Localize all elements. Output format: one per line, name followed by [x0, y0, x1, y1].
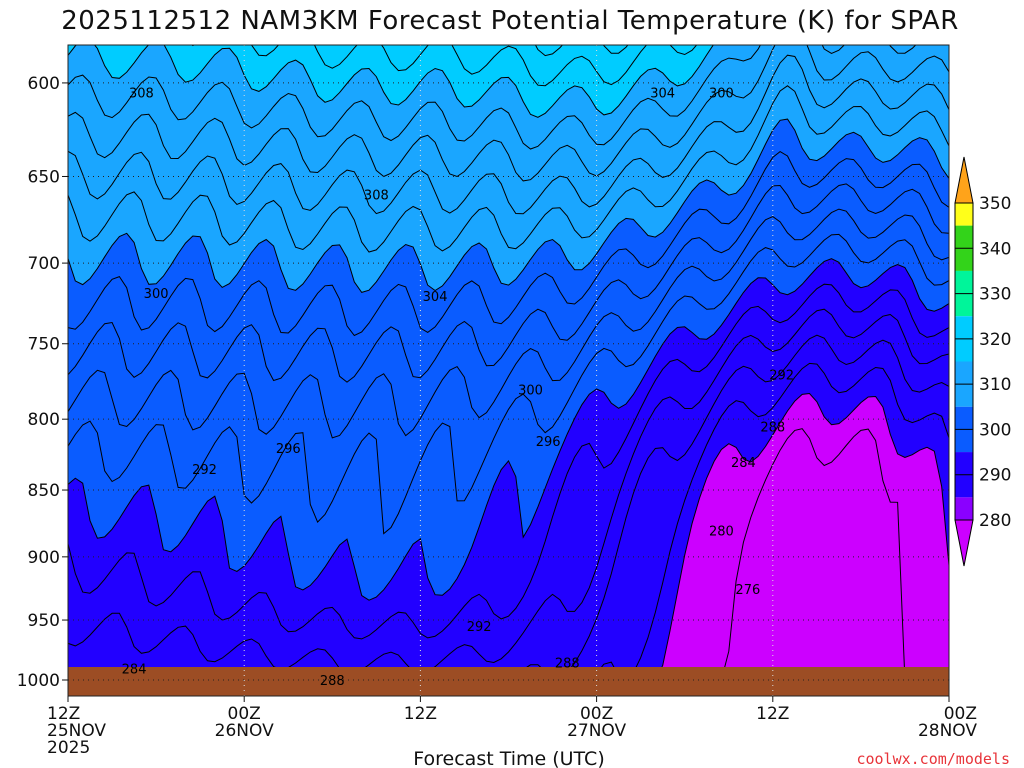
colorbar-label: 300 [979, 420, 1011, 440]
colorbar-label: 280 [979, 511, 1011, 531]
grid-lines [68, 45, 949, 696]
isotherm-304 [68, 54, 949, 215]
x-tick-label: 27NOV [567, 721, 626, 741]
contour-label: 300 [144, 287, 169, 302]
colorbar-label: 340 [979, 239, 1011, 259]
x-tick-label: 2025 [47, 738, 90, 758]
pressure-axis: 2503003504004505005506006507007508008509… [17, 74, 68, 691]
x-tick-label: 00Z [580, 704, 613, 724]
y-tick-label: 600 [28, 74, 60, 94]
isotherm-308 [68, 45, 917, 150]
x-tick-label: 26NOV [215, 721, 274, 741]
x-tick-label: 00Z [228, 704, 261, 724]
colorbar-segment [955, 429, 973, 453]
isotherm-286 [68, 308, 949, 675]
colorbar-segment [955, 338, 973, 362]
colorbar-label: 350 [979, 194, 1011, 214]
y-tick-label: 900 [28, 548, 60, 568]
y-tick-label: 800 [28, 410, 60, 430]
colorbar-segment [955, 474, 973, 498]
contour-label: 280 [709, 525, 734, 540]
x-tick-label: 00Z [944, 704, 977, 724]
contour-label: 300 [518, 384, 543, 399]
colorbar: 280 290 300 310 320 330 340 350 [954, 156, 1011, 567]
isotherm-306 [68, 45, 949, 182]
isotherm-290 [68, 258, 949, 601]
contour-label: 296 [536, 435, 561, 450]
colorbar-segment [955, 225, 973, 249]
x-tick-label: 25NOV [47, 721, 106, 741]
contour-label: 288 [760, 420, 785, 435]
isotherm-292 [68, 233, 949, 535]
colorbar-segment [955, 316, 973, 339]
x-tick-label: 12Z [47, 704, 80, 724]
terrain-ground [68, 667, 949, 696]
band-above-310 [68, 45, 714, 118]
x-axis-label: Forecast Time (UTC) [413, 748, 604, 768]
contour-label: 292 [192, 463, 217, 478]
colorbar-segment [955, 361, 973, 385]
colorbar-segment [955, 384, 973, 407]
chart-title: 2025112512 NAM3KM Forecast Potential Tem… [61, 6, 959, 36]
isotherm-310 [68, 45, 714, 118]
y-tick-label: 750 [28, 335, 60, 355]
colorbar-over [954, 156, 974, 204]
colorbar-segment [955, 452, 973, 475]
isotherm-300 [68, 118, 949, 293]
x-tick-label: 12Z [756, 704, 789, 724]
isotherm-298 [68, 150, 949, 337]
isotherm-312 [191, 45, 698, 87]
y-tick-label: 650 [28, 167, 60, 187]
y-tick-label: 850 [28, 481, 60, 501]
x-tick-label: 28NOV [918, 721, 977, 741]
contour-label: 308 [129, 87, 154, 102]
contour-labels: 3323443403323363323323283283283243203243… [122, 87, 794, 689]
isotherm-296 [68, 183, 949, 383]
colorbar-segment [955, 270, 973, 294]
contour-label: 296 [276, 442, 301, 457]
plot-frame [67, 44, 950, 697]
contour-label: 304 [423, 290, 448, 305]
x-tick-label: 12Z [404, 704, 437, 724]
credit-text: coolwx.com/models [856, 750, 1010, 768]
colorbar-label: 320 [979, 330, 1011, 350]
isotherm-302 [68, 85, 949, 253]
colorbar-label: 330 [979, 285, 1011, 305]
contour-label: 300 [709, 87, 734, 102]
isotherm-288 [68, 283, 949, 640]
colorbar-label: 310 [979, 375, 1011, 395]
colorbar-segment [955, 248, 973, 271]
y-tick-label: 700 [28, 254, 60, 274]
contour-label: 284 [731, 456, 756, 471]
contour-label: 276 [735, 583, 760, 598]
colorbar-segment [955, 406, 973, 430]
colorbar-segment [955, 293, 973, 317]
contour-label: 284 [122, 662, 147, 677]
colorbar-segment [955, 203, 973, 226]
contour-label: 292 [769, 369, 794, 384]
colorbar-segment [955, 497, 973, 520]
plot-area: 3323443403323363323323283283283243203243… [68, 45, 949, 696]
y-tick-label: 1000 [17, 671, 60, 691]
contour-label: 292 [467, 620, 492, 635]
contour-label: 308 [364, 188, 389, 203]
colorbar-under [954, 519, 974, 567]
colorbar-label: 290 [979, 466, 1011, 486]
isotherm-294 [68, 208, 949, 439]
y-tick-label: 950 [28, 611, 60, 631]
contour-label: 288 [320, 674, 345, 689]
contour-label: 288 [555, 656, 580, 671]
contour-label: 304 [650, 87, 675, 102]
